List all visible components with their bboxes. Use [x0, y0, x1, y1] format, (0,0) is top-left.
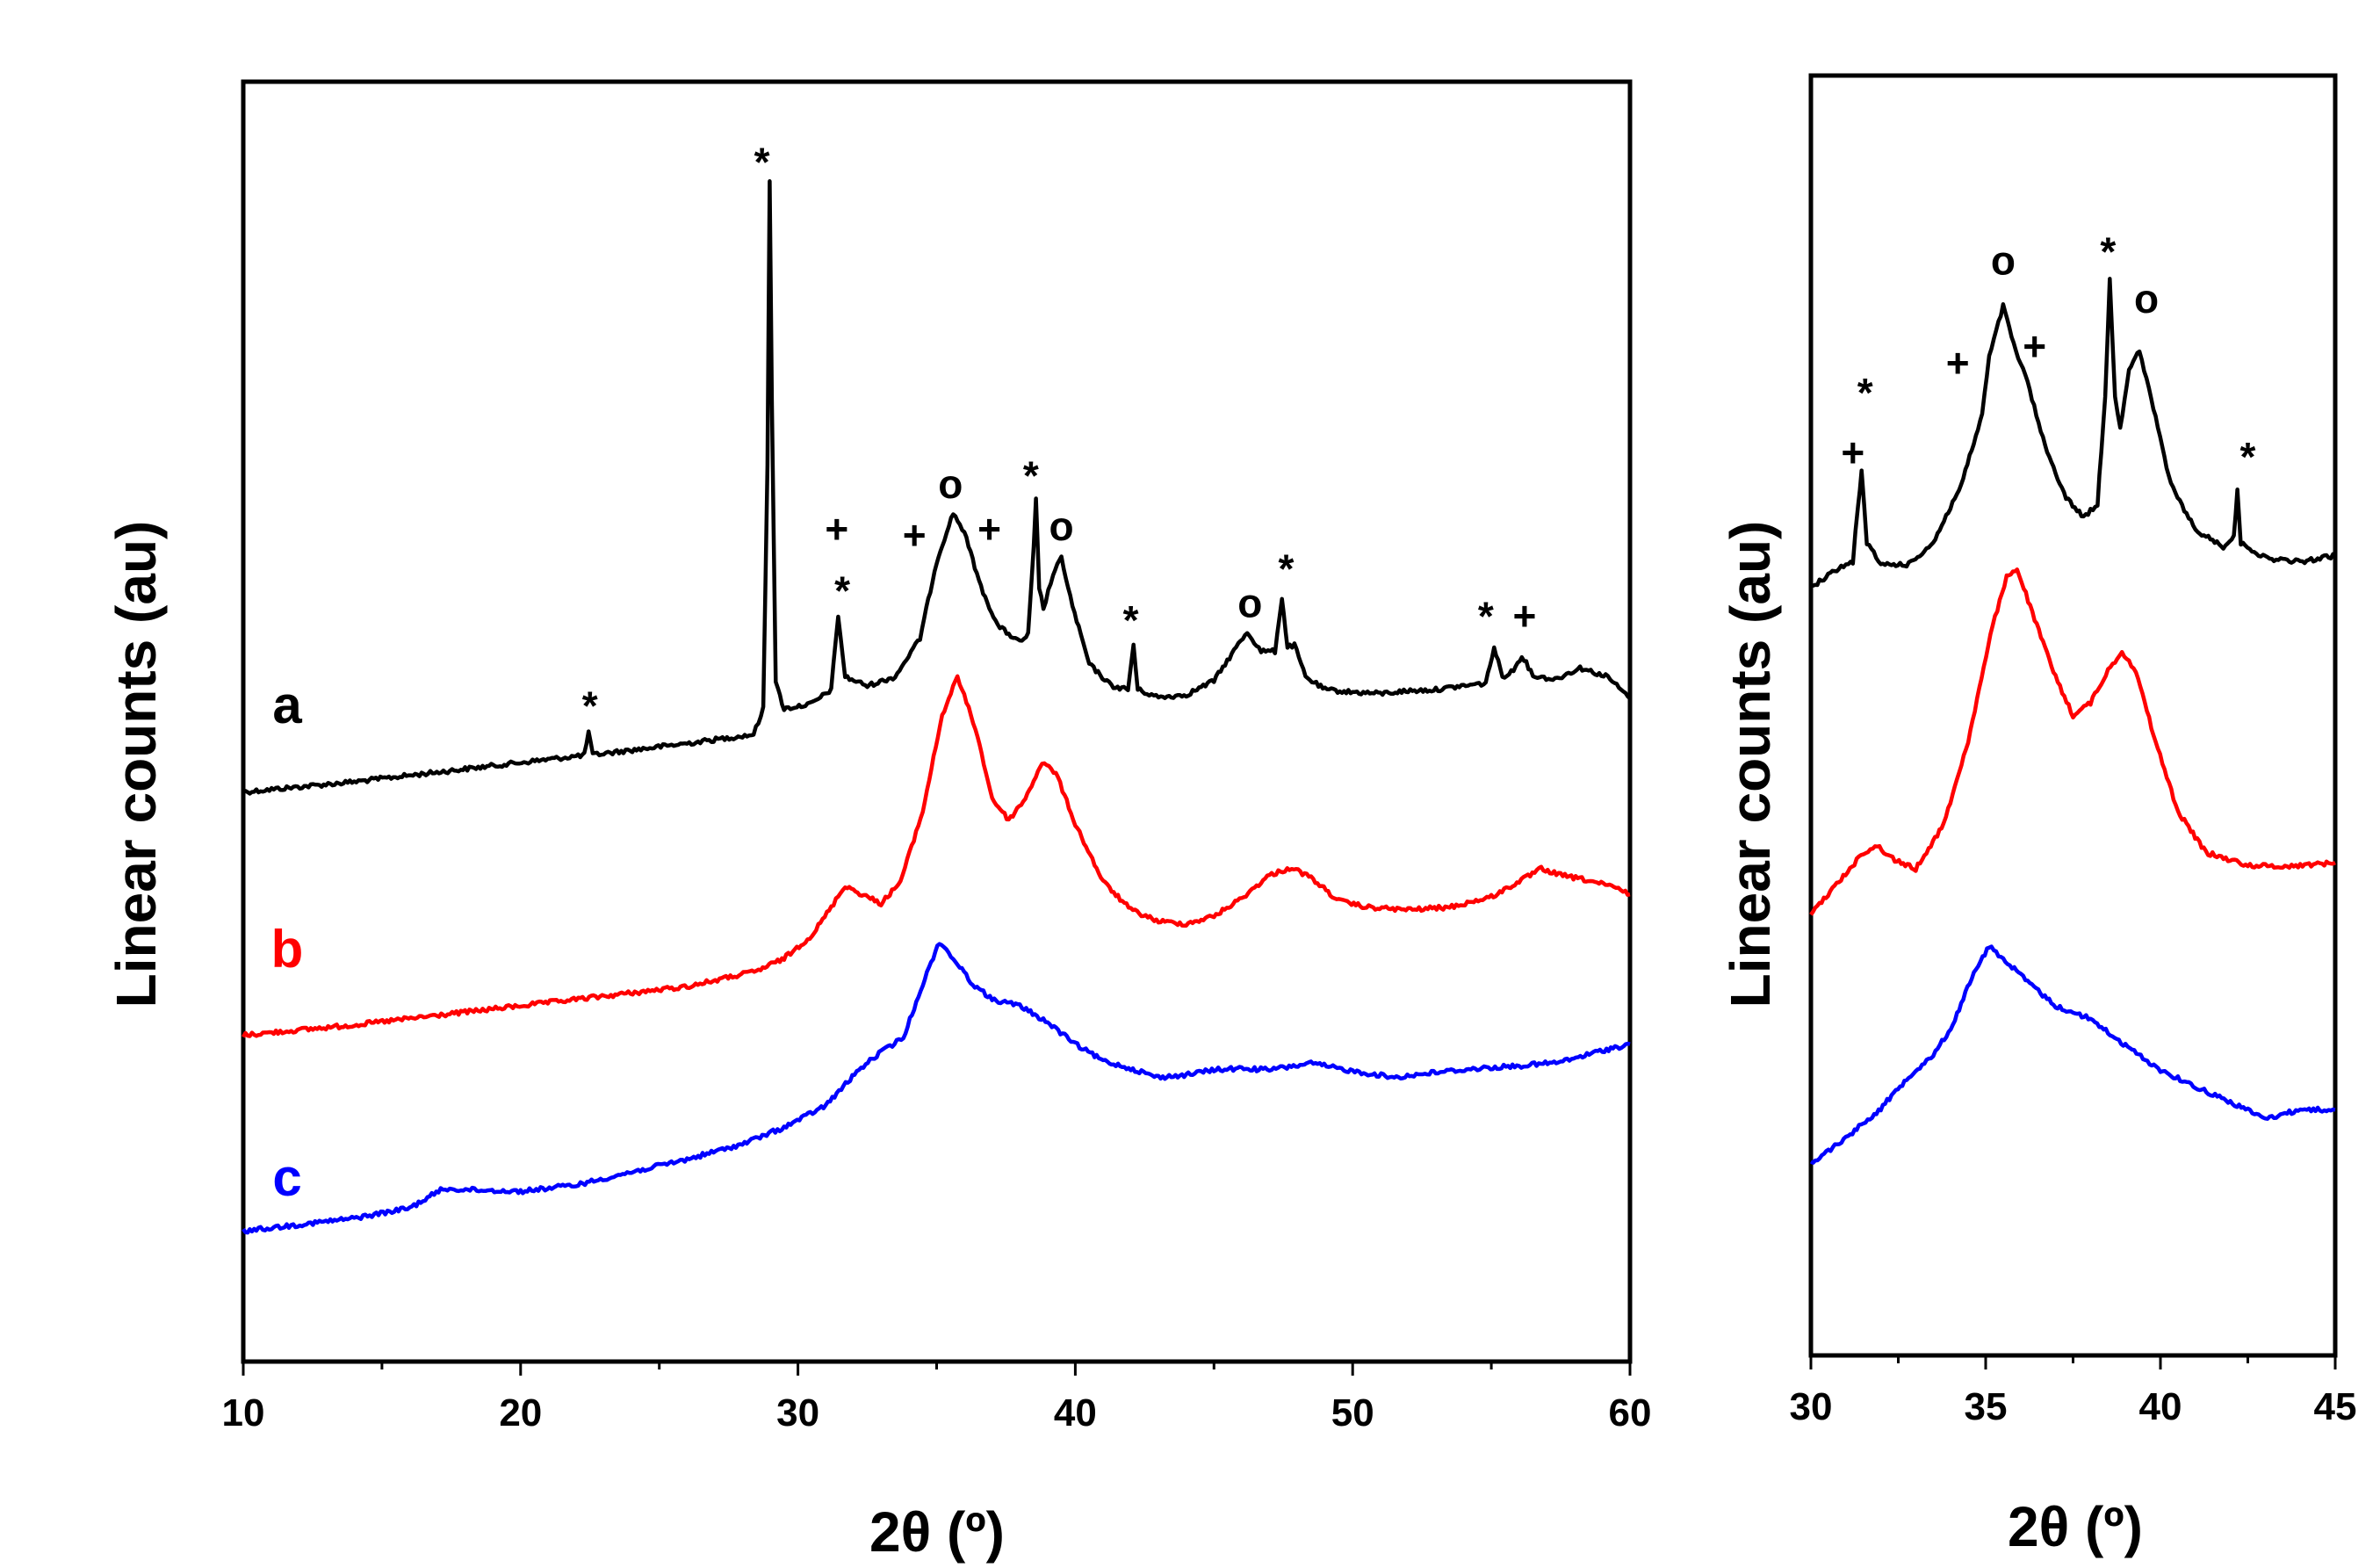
main-series-line-b: [242, 674, 1631, 1038]
inset-annotations: +*+o+*o*: [1841, 229, 2255, 480]
inset-y-axis-title: Linear counts (au): [1719, 521, 1782, 1008]
main-series-line-c: [242, 942, 1631, 1235]
main-x-tick-label: 20: [499, 1391, 542, 1434]
main-x-tick-label: 10: [222, 1391, 265, 1434]
main-panel: 10 20 30 40 50 60 **+*+o+*o* o** + a b c 2θ (º)…: [105, 79, 1652, 1564]
inset-x-tick-label: 30: [1790, 1385, 1833, 1428]
main-peak-marker: *: [582, 683, 598, 729]
main-peak-marker: +: [977, 506, 1001, 552]
main-x-tick-label: 60: [1609, 1391, 1652, 1434]
main-peak-marker: +: [903, 512, 927, 558]
main-x-ticks: 10 20 30 40 50 60: [222, 1362, 1652, 1434]
main-peak-marker: o: [1237, 580, 1262, 625]
inset-peak-marker: o: [1991, 237, 2016, 283]
inset-series-group: [1809, 277, 2337, 1165]
main-peak-marker: *: [1478, 594, 1494, 639]
main-peak-marker: +: [1513, 593, 1537, 639]
series-label-a: a: [272, 676, 302, 734]
main-peak-marker: *: [1023, 452, 1039, 498]
inset-series-line-c: [1809, 944, 2336, 1165]
main-series-group: [242, 179, 1632, 1235]
inset-peak-marker: o: [2134, 276, 2159, 322]
series-label-b: b: [271, 920, 304, 979]
main-peak-marker: *: [1123, 597, 1139, 643]
inset-x-tick-label: 35: [1965, 1385, 2008, 1428]
series-label-c: c: [272, 1148, 301, 1207]
main-peak-marker: *: [754, 139, 770, 184]
main-x-axis-title: 2θ (º): [869, 1500, 1005, 1564]
main-peak-marker: *: [834, 568, 850, 614]
main-peak-marker: o: [1049, 503, 1074, 549]
main-series-line-a: [242, 179, 1632, 796]
inset-x-axis-title: 2θ (º): [2008, 1495, 2143, 1558]
inset-peak-marker: *: [2100, 229, 2116, 275]
main-peak-marker: o: [938, 461, 963, 507]
inset-x-ticks: 30 35 40 45: [1790, 1355, 2357, 1428]
main-annotations: **+*+o+*o* o** +: [582, 139, 1537, 728]
inset-x-tick-label: 40: [2139, 1385, 2182, 1428]
inset-peak-marker: +: [1841, 430, 1864, 475]
inset-peak-marker: +: [1946, 340, 1970, 386]
main-peak-marker: *: [1278, 546, 1294, 592]
main-x-tick-label: 40: [1054, 1391, 1097, 1434]
main-x-tick-label: 50: [1331, 1391, 1374, 1434]
inset-series-line-b: [1809, 567, 2336, 916]
main-peak-marker: +: [825, 506, 848, 552]
inset-series-line-a: [1810, 277, 2337, 589]
inset-peak-marker: *: [1857, 370, 1873, 415]
inset-x-tick-label: 45: [2314, 1385, 2357, 1428]
inset-peak-marker: +: [2023, 323, 2046, 369]
main-y-axis-title: Linear counts (au): [105, 521, 168, 1008]
main-x-tick-label: 30: [776, 1391, 819, 1434]
inset-panel: 30 35 40 45 +*+o+*o* 2θ (º) Linear counts (…: [1719, 73, 2357, 1558]
inset-peak-marker: *: [2240, 434, 2256, 480]
